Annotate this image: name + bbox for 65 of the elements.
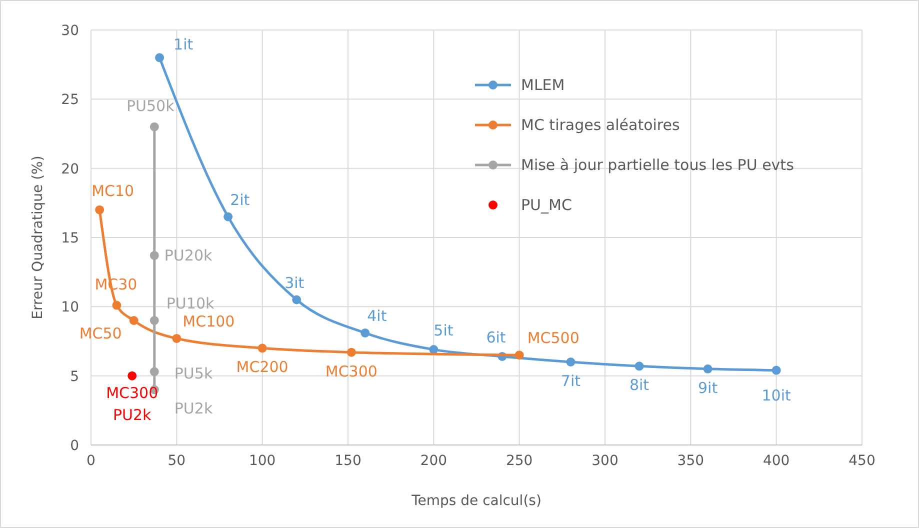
x-axis-title: Temps de calcul(s) [410, 493, 542, 509]
y-tick-label: 25 [61, 92, 79, 108]
annotation: 2it [230, 190, 250, 209]
annotation: 5it [434, 322, 454, 340]
y-tick-label: 30 [61, 23, 79, 39]
annotation: 7it [560, 372, 581, 390]
x-tick-label: 350 [677, 453, 704, 469]
y-axis-title: Erreur Quadratique (%) [30, 156, 46, 320]
point [150, 367, 159, 376]
point [566, 358, 576, 366]
x-tick-label: 150 [334, 453, 362, 469]
x-tick-label: 200 [420, 453, 448, 469]
annotation: MC300 PU2k [106, 384, 158, 424]
point [703, 364, 712, 374]
annotation: 6it [486, 328, 506, 346]
x-tick-label: 50 [168, 453, 186, 469]
annotation: PU2k [174, 400, 213, 418]
annotation: 9it [698, 378, 718, 397]
point [150, 122, 159, 132]
annotation: MC500 [527, 329, 580, 348]
annotation: 3it [284, 274, 304, 292]
point [95, 205, 104, 214]
annotation: PU50k [126, 96, 175, 115]
point [150, 250, 159, 260]
point [112, 300, 122, 310]
legend-label: PU_MC [521, 196, 572, 214]
legend-label: MLEM [521, 76, 565, 94]
point [772, 366, 781, 375]
annotation: MC100 [182, 312, 235, 330]
point [360, 328, 370, 338]
point [128, 371, 137, 380]
annotation: 1it [174, 36, 194, 54]
x-tick-label: 0 [86, 453, 96, 469]
x-tick-label: 400 [762, 453, 790, 469]
point [150, 316, 159, 325]
point [634, 362, 644, 371]
x-tick-label: 450 [848, 453, 876, 469]
annotation: PU10k [166, 294, 215, 312]
legend-label: MC tirages aléatoires [521, 116, 680, 134]
point [224, 212, 233, 222]
y-tick-label: 0 [70, 438, 79, 454]
y-tick-label: 5 [70, 368, 79, 385]
annotation: 8it [629, 376, 650, 394]
y-tick-label: 10 [61, 300, 79, 316]
annotation: PU20k [164, 246, 213, 264]
annotation: MC300 [325, 362, 378, 380]
x-tick-label: 300 [592, 453, 618, 469]
point [346, 348, 356, 357]
point [514, 350, 524, 360]
point [129, 316, 138, 325]
annotation: PU5k [174, 364, 213, 383]
annotation: 4it [367, 306, 387, 325]
point [172, 334, 182, 343]
point [258, 344, 267, 353]
point [155, 53, 164, 62]
y-tick-label: 15 [61, 230, 79, 246]
x-tick-label: 100 [248, 453, 276, 469]
annotation: MC50 [79, 324, 122, 342]
annotation: 10it [762, 386, 792, 404]
annotation: MC10 [92, 182, 134, 200]
legend-label: Mise à jour partielle tous les PU evts [521, 156, 794, 174]
y-tick-label: 20 [61, 161, 79, 178]
annotation: MC200 [236, 358, 288, 376]
x-tick-label: 250 [506, 453, 533, 469]
point [292, 295, 302, 304]
